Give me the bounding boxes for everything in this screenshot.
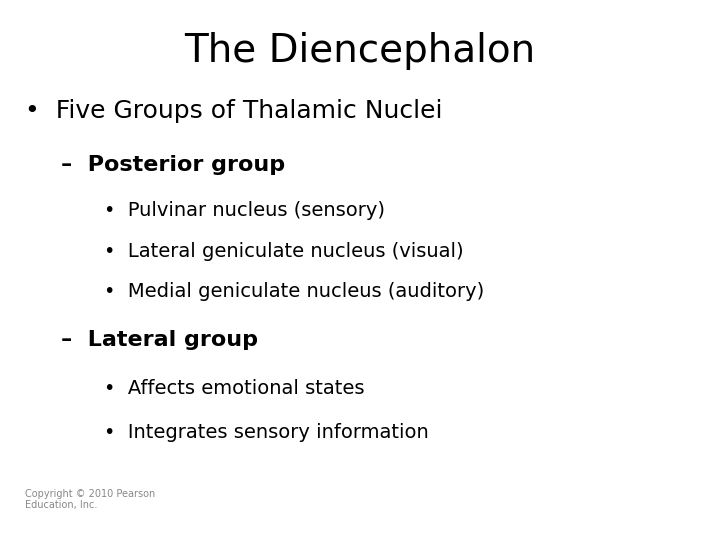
Text: •  Integrates sensory information: • Integrates sensory information xyxy=(104,422,429,442)
Text: •  Affects emotional states: • Affects emotional states xyxy=(104,379,365,399)
Text: The Diencephalon: The Diencephalon xyxy=(184,32,536,70)
Text: •  Five Groups of Thalamic Nuclei: • Five Groups of Thalamic Nuclei xyxy=(25,99,443,123)
Text: –  Posterior group: – Posterior group xyxy=(61,154,285,175)
Text: –  Lateral group: – Lateral group xyxy=(61,330,258,350)
Text: •  Medial geniculate nucleus (auditory): • Medial geniculate nucleus (auditory) xyxy=(104,282,485,301)
Text: •  Pulvinar nucleus (sensory): • Pulvinar nucleus (sensory) xyxy=(104,201,385,220)
Text: Copyright © 2010 Pearson
Education, Inc.: Copyright © 2010 Pearson Education, Inc. xyxy=(25,489,156,510)
Text: •  Lateral geniculate nucleus (visual): • Lateral geniculate nucleus (visual) xyxy=(104,241,464,261)
